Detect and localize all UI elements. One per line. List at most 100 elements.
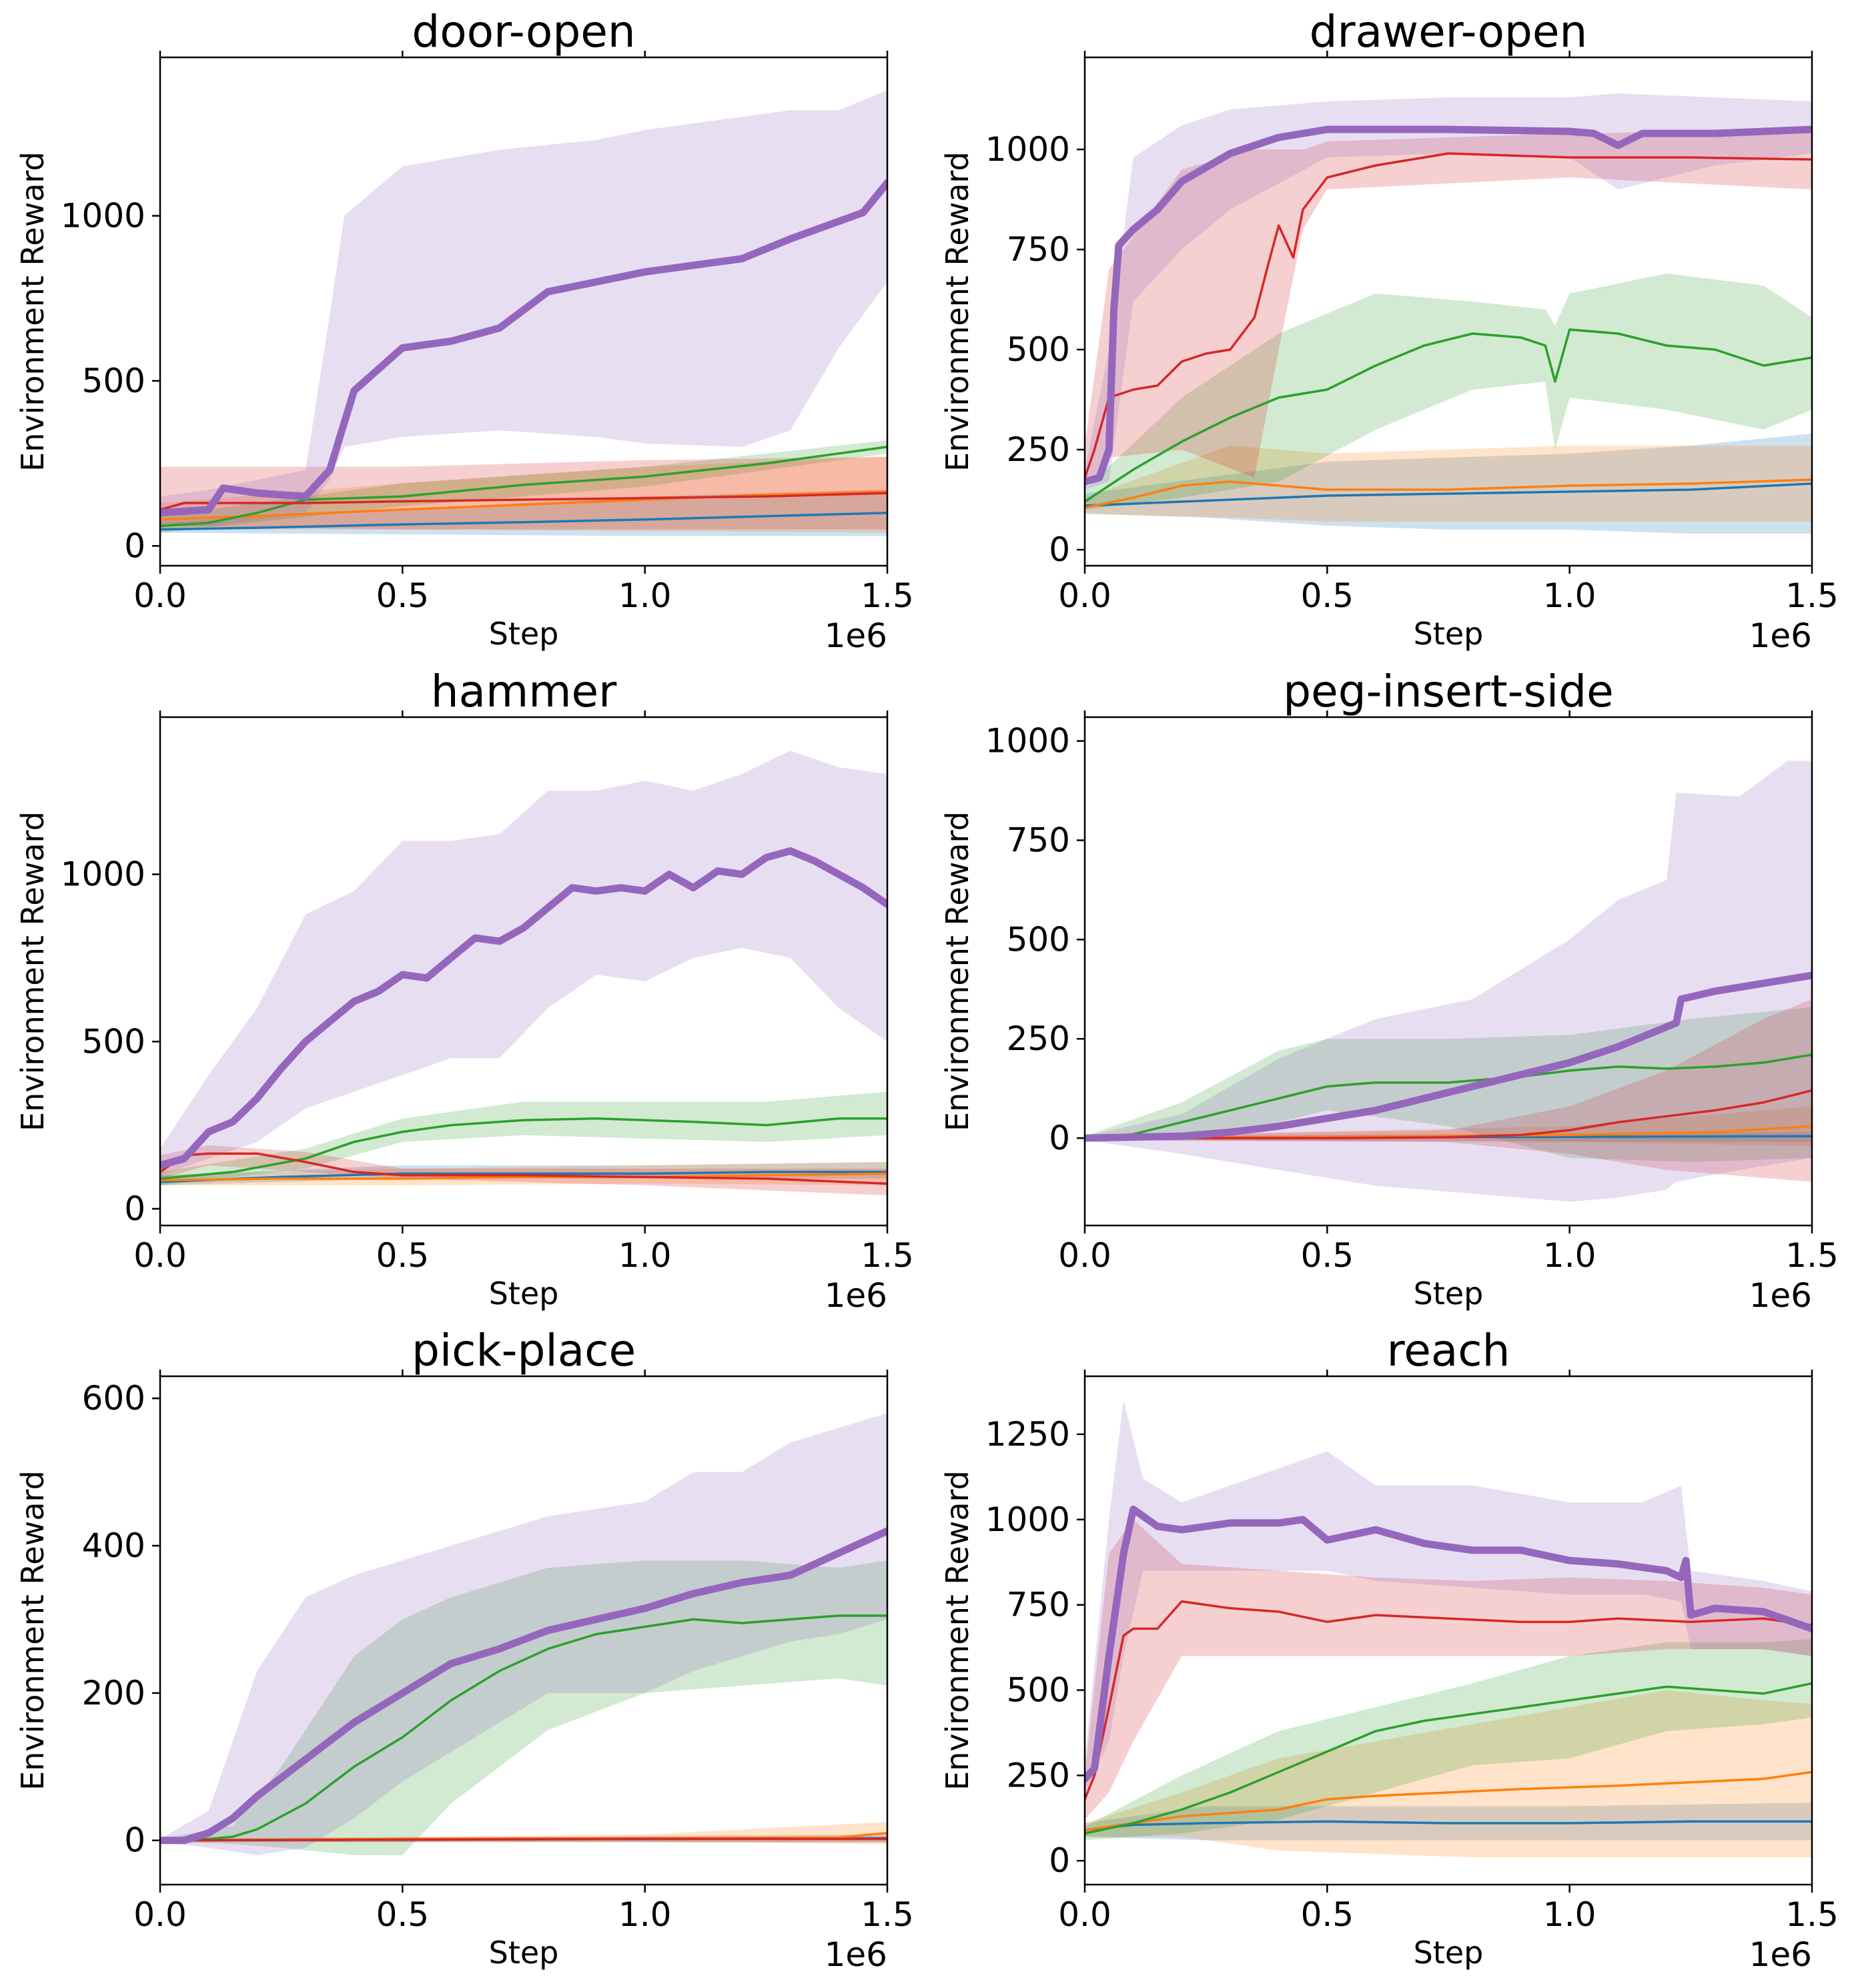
series-line-purple xyxy=(1085,971,1812,1142)
y-axis-label: Environment Reward xyxy=(15,811,51,1131)
plot-area xyxy=(160,1413,887,1855)
axes-frame xyxy=(1083,1375,1813,1886)
band-orange xyxy=(160,456,887,533)
series-line-purple xyxy=(1085,125,1812,486)
chart-title: peg-insert-side xyxy=(1283,666,1613,717)
x-tick-label: 1.0 xyxy=(1543,576,1596,615)
x-offset-text: 1e6 xyxy=(825,1276,887,1315)
x-tick-label: 0.5 xyxy=(1301,576,1354,615)
series-line-purple xyxy=(160,179,887,517)
x-tick-label: 1.0 xyxy=(1543,1236,1596,1275)
plot-area xyxy=(1085,761,1812,1202)
band-red xyxy=(1085,1519,1812,1820)
y-tick-label: 0 xyxy=(124,1821,145,1860)
series-line-green xyxy=(160,446,887,528)
x-tick-label: 0.5 xyxy=(376,1236,430,1275)
band-red xyxy=(1085,129,1812,490)
chart-panel-reach: 0.0 0.5 1.0 1.5 0 250 500 750 1000 1250 reach Step E… xyxy=(939,1325,1839,1974)
plot-area xyxy=(160,90,887,536)
series-line-blue xyxy=(160,512,887,531)
y-tick-label: 400 xyxy=(82,1526,145,1565)
x-axis-label: Step xyxy=(489,616,559,652)
band-purple xyxy=(1085,1400,1812,1793)
x-offset-text: 1e6 xyxy=(825,616,887,655)
y-tick-label: 1000 xyxy=(61,855,145,894)
series-line-blue xyxy=(160,1171,887,1183)
chart-panel-peg-insert-side: 0.0 0.5 1.0 1.5 0 250 500 750 1000 peg-insert-sid… xyxy=(939,666,1839,1315)
chart-title: drawer-open xyxy=(1310,6,1588,57)
plot-area xyxy=(1085,1400,1812,1858)
y-tick-label: 250 xyxy=(1007,430,1070,469)
series-line-purple xyxy=(1085,1505,1812,1783)
y-tick-label: 0 xyxy=(1049,1119,1070,1157)
y-tick-label: 0 xyxy=(1049,530,1070,569)
x-tick-label: 0.0 xyxy=(1058,1895,1111,1934)
band-orange xyxy=(1085,446,1812,522)
band-red xyxy=(160,1145,887,1195)
y-tick-label: 500 xyxy=(1007,920,1070,959)
series-line-red xyxy=(1085,152,1812,479)
series-line-green xyxy=(160,1117,887,1180)
y-axis-label: Environment Reward xyxy=(939,811,975,1131)
x-tick-label: 0.0 xyxy=(133,1236,187,1275)
y-tick-label: 600 xyxy=(82,1379,145,1418)
x-tick-label: 0.0 xyxy=(1058,1236,1111,1275)
y-tick-label: 1250 xyxy=(985,1415,1070,1454)
x-axis-label: Step xyxy=(1414,1935,1484,1971)
x-offset-text: 1e6 xyxy=(1749,1276,1812,1315)
x-tick-label: 1.0 xyxy=(618,576,672,615)
x-tick-label: 1.0 xyxy=(1543,1895,1596,1934)
y-axis-label: Environment Reward xyxy=(15,151,51,472)
chart-title: hammer xyxy=(431,666,617,717)
y-tick-label: 0 xyxy=(1049,1841,1070,1880)
series-line-green xyxy=(1085,1053,1812,1139)
x-tick-label: 1.5 xyxy=(1785,1236,1839,1275)
y-tick-label: 250 xyxy=(1007,1019,1070,1058)
chart-panel-hammer: 0.0 0.5 1.0 1.5 0 500 1000 hammer Step Environmen… xyxy=(15,666,914,1315)
series-line-red xyxy=(1085,1089,1812,1139)
chart-panel-door-open: 0.0 0.5 1.0 1.5 0 500 1000 door-open Step Environ… xyxy=(15,6,914,655)
x-tick-label: 1.5 xyxy=(1785,1895,1839,1934)
y-tick-label: 0 xyxy=(124,526,145,565)
chart-title: reach xyxy=(1387,1325,1510,1376)
band-purple xyxy=(160,1413,887,1855)
series-line-red xyxy=(160,1837,887,1842)
series-line-red xyxy=(1085,1600,1812,1801)
series-line-orange xyxy=(160,490,887,521)
y-tick-label: 500 xyxy=(1007,1670,1070,1709)
chart-panel-drawer-open: 0.0 0.5 1.0 1.5 0 250 500 750 1000 drawer-open Ste… xyxy=(939,6,1839,655)
x-tick-label: 1.0 xyxy=(618,1895,672,1934)
y-tick-label: 0 xyxy=(124,1189,145,1228)
axes-frame xyxy=(159,1375,889,1886)
y-axis-label: Environment Reward xyxy=(15,1470,51,1791)
x-tick-label: 1.5 xyxy=(1785,576,1839,615)
x-tick-label: 0.0 xyxy=(133,1895,187,1934)
series-line-green xyxy=(1085,328,1812,503)
series-line-blue xyxy=(1085,482,1812,507)
band-blue xyxy=(1085,434,1812,534)
axes-frame xyxy=(159,56,889,567)
series-line-orange xyxy=(1085,1771,1812,1831)
y-axis-label: Environment Reward xyxy=(939,1470,975,1791)
plot-area xyxy=(160,751,887,1195)
series-line-blue xyxy=(1085,1820,1812,1831)
y-axis-label: Environment Reward xyxy=(939,151,975,472)
x-axis-label: Step xyxy=(1414,1276,1484,1312)
band-orange xyxy=(1085,1690,1812,1858)
band-purple xyxy=(1085,761,1812,1202)
x-tick-label: 0.5 xyxy=(1301,1895,1354,1934)
axes-frame xyxy=(159,716,889,1227)
x-tick-label: 1.0 xyxy=(618,1236,672,1275)
series-line-purple xyxy=(160,1527,887,1845)
y-tick-label: 1000 xyxy=(61,197,145,235)
y-tick-label: 250 xyxy=(1007,1756,1070,1795)
band-blue xyxy=(160,490,887,536)
x-offset-text: 1e6 xyxy=(1749,616,1812,655)
series-line-green xyxy=(160,1614,887,1842)
axes-frame xyxy=(1083,56,1813,567)
y-tick-label: 750 xyxy=(1007,230,1070,269)
series-line-purple xyxy=(160,847,887,1169)
y-tick-label: 1000 xyxy=(985,130,1070,169)
x-offset-text: 1e6 xyxy=(1749,1935,1812,1974)
band-green xyxy=(1085,1007,1812,1162)
